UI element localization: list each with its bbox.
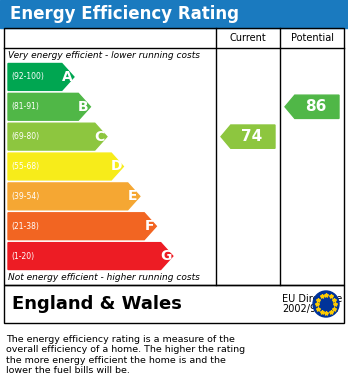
Bar [4,28,344,285]
Text: (21-38): (21-38) [11,222,39,231]
Text: (81-91): (81-91) [11,102,39,111]
Text: Energy Efficiency Rating: Energy Efficiency Rating [10,5,239,23]
Polygon shape [8,63,74,90]
Text: EU Directive: EU Directive [282,294,342,304]
Text: (39-54): (39-54) [11,192,39,201]
Text: G: G [160,249,172,263]
Polygon shape [8,183,140,210]
Text: (1-20): (1-20) [11,251,34,260]
Text: E: E [128,189,137,203]
Polygon shape [8,123,107,150]
Text: Not energy efficient - higher running costs: Not energy efficient - higher running co… [8,273,200,283]
Text: B: B [78,100,89,114]
Polygon shape [8,153,123,180]
Text: Very energy efficient - lower running costs: Very energy efficient - lower running co… [8,50,200,59]
Polygon shape [221,125,275,148]
Polygon shape [8,93,90,120]
Polygon shape [8,213,156,240]
Text: England & Wales: England & Wales [12,295,182,313]
Text: Current: Current [230,33,266,43]
Bar [4,285,344,323]
Text: (55-68): (55-68) [11,162,39,171]
Text: D: D [111,160,122,174]
Text: The energy efficiency rating is a measure of the
overall efficiency of a home. T: The energy efficiency rating is a measur… [6,335,245,375]
Text: (92-100): (92-100) [11,72,44,81]
Bar [0,0,348,28]
Text: F: F [144,219,154,233]
Text: A: A [62,70,72,84]
Text: (69-80): (69-80) [11,132,39,141]
Text: Potential: Potential [291,33,333,43]
Circle shape [313,291,339,317]
Polygon shape [8,243,173,269]
Text: 74: 74 [242,129,263,144]
Text: 86: 86 [305,99,327,114]
Text: 2002/91/EC: 2002/91/EC [282,304,338,314]
Polygon shape [285,95,339,118]
Text: C: C [95,130,105,143]
